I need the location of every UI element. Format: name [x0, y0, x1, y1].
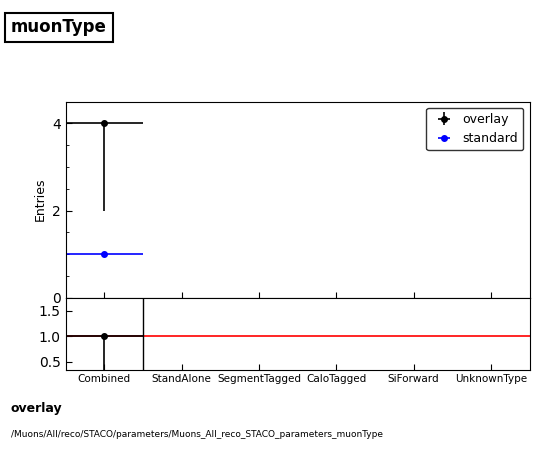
Text: overlay: overlay	[11, 402, 63, 415]
Text: /Muons/All/reco/STACO/parameters/Muons_All_reco_STACO_parameters_muonType: /Muons/All/reco/STACO/parameters/Muons_A…	[11, 430, 383, 438]
Text: muonType: muonType	[11, 18, 107, 36]
Legend: overlay, standard: overlay, standard	[426, 108, 524, 150]
Y-axis label: Entries: Entries	[33, 178, 46, 221]
